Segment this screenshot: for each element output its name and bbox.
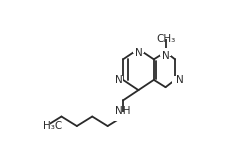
FancyBboxPatch shape [133, 45, 144, 53]
Text: N: N [135, 48, 142, 58]
FancyBboxPatch shape [172, 76, 181, 84]
Text: N: N [115, 75, 122, 85]
Text: CH₃: CH₃ [156, 34, 175, 44]
FancyBboxPatch shape [154, 30, 167, 39]
FancyBboxPatch shape [113, 76, 123, 84]
FancyBboxPatch shape [37, 122, 50, 130]
Text: N: N [162, 51, 169, 61]
FancyBboxPatch shape [110, 112, 124, 121]
Text: H₃C: H₃C [43, 121, 63, 131]
Text: NH: NH [115, 106, 131, 116]
FancyBboxPatch shape [160, 48, 171, 56]
Text: N: N [176, 75, 184, 85]
